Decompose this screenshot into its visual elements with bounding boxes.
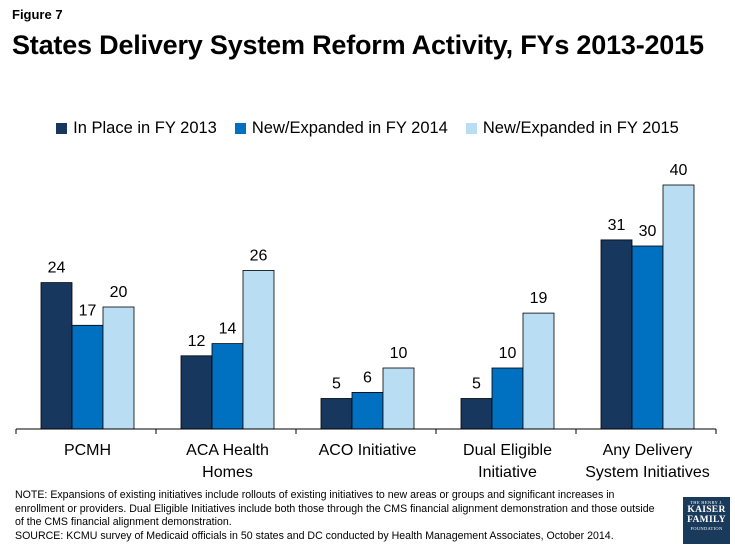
bar-pcmh-series-3 <box>102 306 135 430</box>
bar-any-delivery-system-initiatives-series-2 <box>631 245 664 430</box>
data-label-aco-initiative-series-2: 6 <box>363 369 372 386</box>
source-text: SOURCE: KCMU survey of Medicaid official… <box>15 529 614 542</box>
category-label-any-delivery-system-initiatives: Any Delivery System Initiatives <box>585 442 710 481</box>
category-label-dual-eligible-initiative: Dual Eligible Initiative <box>463 442 552 481</box>
bar-dual-eligible-initiative-series-2 <box>491 367 524 430</box>
bar-pcmh-series-1 <box>40 282 73 430</box>
chart-title: States Delivery System Reform Activity, … <box>12 30 704 60</box>
bar-aco-initiative-series-1 <box>320 398 353 430</box>
bar-aca-health-homes-series-1 <box>180 355 213 430</box>
data-label-dual-eligible-initiative-series-1: 5 <box>472 376 481 393</box>
category-label-aco-initiative: ACO Initiative <box>318 442 417 459</box>
legend-label-fy2014: New/Expanded in FY 2014 <box>251 119 448 137</box>
data-label-aco-initiative-series-1: 5 <box>332 376 341 393</box>
legend-item-fy2013: In Place in FY 2013 <box>56 119 217 138</box>
data-label-aca-health-homes-series-2: 14 <box>219 321 237 338</box>
data-label-dual-eligible-initiative-series-2: 10 <box>499 345 517 362</box>
bar-any-delivery-system-initiatives-series-1 <box>600 239 633 430</box>
note-text: NOTE: Expansions of existing initiatives… <box>15 489 655 529</box>
data-label-aco-initiative-series-3: 10 <box>390 345 408 362</box>
bar-dual-eligible-initiative-series-3 <box>522 312 555 430</box>
legend-swatch-fy2013 <box>56 123 68 134</box>
data-label-any-delivery-system-initiatives-series-2: 30 <box>639 223 657 240</box>
bar-aca-health-homes-series-3 <box>242 269 275 430</box>
data-label-any-delivery-system-initiatives-series-1: 31 <box>608 217 626 234</box>
data-label-pcmh-series-1: 24 <box>48 260 66 277</box>
legend-label-fy2013: In Place in FY 2013 <box>73 119 217 137</box>
category-label-aca-health-homes: ACA Health Homes <box>186 442 269 481</box>
kaiser-family-foundation-logo: THE HENRY J. KAISER FAMILY FOUNDATION <box>683 497 730 544</box>
chart-note: NOTE: Expansions of existing initiatives… <box>15 489 665 543</box>
legend-item-fy2015: New/Expanded in FY 2015 <box>465 119 679 138</box>
legend-swatch-fy2014 <box>234 123 246 134</box>
bar-aca-health-homes-series-2 <box>211 343 244 430</box>
figure-label: Figure 7 <box>12 7 63 22</box>
bar-pcmh-series-2 <box>71 324 104 430</box>
data-label-any-delivery-system-initiatives-series-3: 40 <box>670 162 688 179</box>
bar-any-delivery-system-initiatives-series-3 <box>662 184 695 430</box>
bar-aco-initiative-series-3 <box>382 367 415 430</box>
chart-legend: In Place in FY 2013 New/Expanded in FY 2… <box>0 119 735 138</box>
legend-label-fy2015: New/Expanded in FY 2015 <box>482 119 679 137</box>
legend-item-fy2014: New/Expanded in FY 2014 <box>234 119 448 138</box>
data-label-aca-health-homes-series-1: 12 <box>188 333 206 350</box>
legend-swatch-fy2015 <box>465 123 477 134</box>
category-label-pcmh: PCMH <box>63 442 112 459</box>
bar-dual-eligible-initiative-series-1 <box>460 398 493 430</box>
bar-aco-initiative-series-2 <box>351 391 384 430</box>
data-label-pcmh-series-2: 17 <box>79 302 97 319</box>
data-label-dual-eligible-initiative-series-3: 19 <box>530 290 548 307</box>
data-label-pcmh-series-3: 20 <box>110 284 128 301</box>
data-label-aca-health-homes-series-3: 26 <box>250 247 268 264</box>
